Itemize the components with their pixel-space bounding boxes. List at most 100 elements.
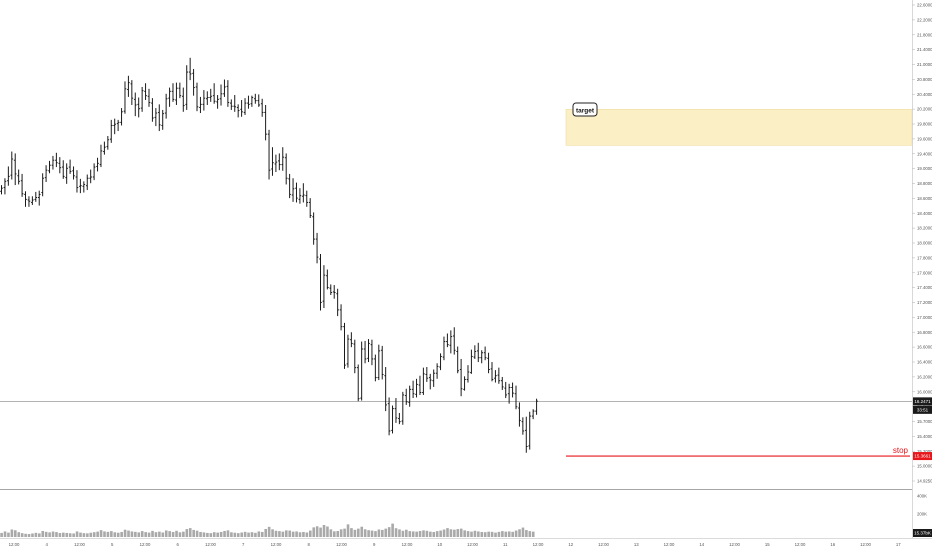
price-tick-label: 19.0000 [917, 166, 932, 171]
price-tick-label: 21.4000 [917, 47, 932, 52]
ohlc-bar [10, 151, 14, 180]
volume-bar [501, 531, 504, 537]
volume-bar [497, 531, 501, 537]
volume-bar [357, 528, 360, 537]
ohlc-bar [295, 182, 298, 203]
volume-bar [20, 533, 24, 537]
ohlc-bar [61, 160, 65, 179]
volume-bar [391, 523, 394, 537]
ohlc-bar [27, 196, 31, 207]
volume-last-badge: 15.37bK [913, 529, 932, 537]
ohlc-bar [298, 188, 302, 204]
ohlc-bar [216, 95, 219, 109]
volume-bar [51, 531, 55, 537]
volume-bar [483, 532, 487, 537]
price-tick-label: 21.0000 [917, 62, 932, 67]
ohlc-bar [500, 376, 504, 390]
volume-bar [10, 529, 14, 537]
volume-bar [254, 532, 257, 537]
volume-bar [206, 532, 209, 537]
price-tick-label: 20.2000 [917, 107, 932, 112]
countdown-badge: 33:51 [913, 405, 932, 414]
time-axis[interactable]: 12:00 4 12:00 5 12:00 6 12:00 7 12:00 8 12:00 9 12:0… [9, 542, 902, 547]
volume-bar [158, 531, 161, 537]
ohlc-bar [257, 94, 261, 107]
volume-bar [312, 527, 316, 537]
price-tick-label: 16.6000 [917, 345, 932, 350]
volume-bar [377, 529, 381, 537]
volume-bar [267, 526, 271, 537]
volume-bar [504, 531, 508, 537]
ohlc-bar [223, 79, 226, 97]
ohlc-bar [147, 88, 151, 107]
ohlc-bar [459, 358, 463, 397]
price-tick-label: 17.2000 [917, 300, 932, 305]
volume-bar [260, 531, 264, 537]
volume-bar [240, 532, 243, 537]
time-tick-label: 12 [568, 542, 573, 547]
ohlc-bar [226, 80, 230, 107]
ohlc-bar [284, 153, 288, 185]
ohlc-bar [391, 405, 394, 434]
volume-bar [477, 531, 480, 537]
ohlc-bar [130, 80, 134, 105]
last-price-value: 16.2471 [914, 399, 931, 404]
target-zone[interactable] [565, 109, 913, 146]
ohlc-bar [490, 362, 494, 382]
volume-bar [7, 532, 10, 537]
volume-bar [487, 531, 490, 537]
ohlc-bar [0, 185, 3, 195]
ohlc-bar [535, 398, 538, 415]
volume-bar [288, 530, 292, 537]
price-tick-label: 18.0000 [917, 241, 932, 246]
ohlc-bar [418, 375, 422, 395]
ohlc-bar [140, 86, 144, 112]
ohlc-bar [192, 68, 195, 96]
volume-bar [432, 531, 436, 537]
time-tick-label: 12:00 [598, 542, 609, 547]
ohlc-bar [473, 345, 477, 359]
volume-bar [144, 532, 147, 537]
ohlc-bar [374, 354, 377, 382]
volume-bar [295, 531, 298, 537]
time-tick-label: 12:00 [729, 542, 740, 547]
price-tick-label: 15.7000 [917, 419, 932, 424]
ohlc-bar [404, 388, 408, 405]
ohlc-bar [260, 98, 264, 117]
volume-bar [168, 531, 171, 537]
ohlc-bar [456, 346, 459, 374]
ohlc-bar [387, 397, 391, 436]
price-tick-label: 18.8000 [917, 181, 932, 186]
volume-bar [511, 531, 514, 537]
volume-bar [48, 532, 51, 537]
price-tick-label: 18.6000 [917, 196, 932, 201]
ohlc-bar [92, 163, 96, 181]
time-tick-label: 12:00 [336, 542, 347, 547]
volume-bar [178, 532, 182, 537]
stop-price-value: 15.3661 [914, 454, 931, 459]
ohlc-bar [44, 165, 48, 182]
volume-bar [209, 533, 213, 537]
volume-bar [281, 531, 285, 537]
ohlc-bar [288, 173, 291, 199]
time-tick-label: 11 [503, 542, 508, 547]
ohlc-bar [243, 98, 247, 115]
target-label-box[interactable]: target [572, 102, 598, 117]
volume-bar [65, 532, 69, 537]
ohlc-bar [103, 141, 106, 155]
ohlc-bar [206, 91, 209, 105]
ohlc-bar [514, 385, 518, 410]
time-tick-label: 12:00 [664, 542, 675, 547]
ohlc-bar [55, 152, 58, 168]
volume-bar [86, 533, 89, 537]
ohlc-bar [380, 345, 384, 380]
volume-axis[interactable]: 400K 200K [917, 494, 927, 517]
volume-bar [473, 530, 477, 537]
time-tick-label: 12:00 [205, 542, 216, 547]
volume-bar [408, 531, 412, 537]
ohlc-bar [401, 391, 405, 425]
ohlc-bars [0, 57, 538, 453]
ohlc-bar [99, 144, 103, 168]
